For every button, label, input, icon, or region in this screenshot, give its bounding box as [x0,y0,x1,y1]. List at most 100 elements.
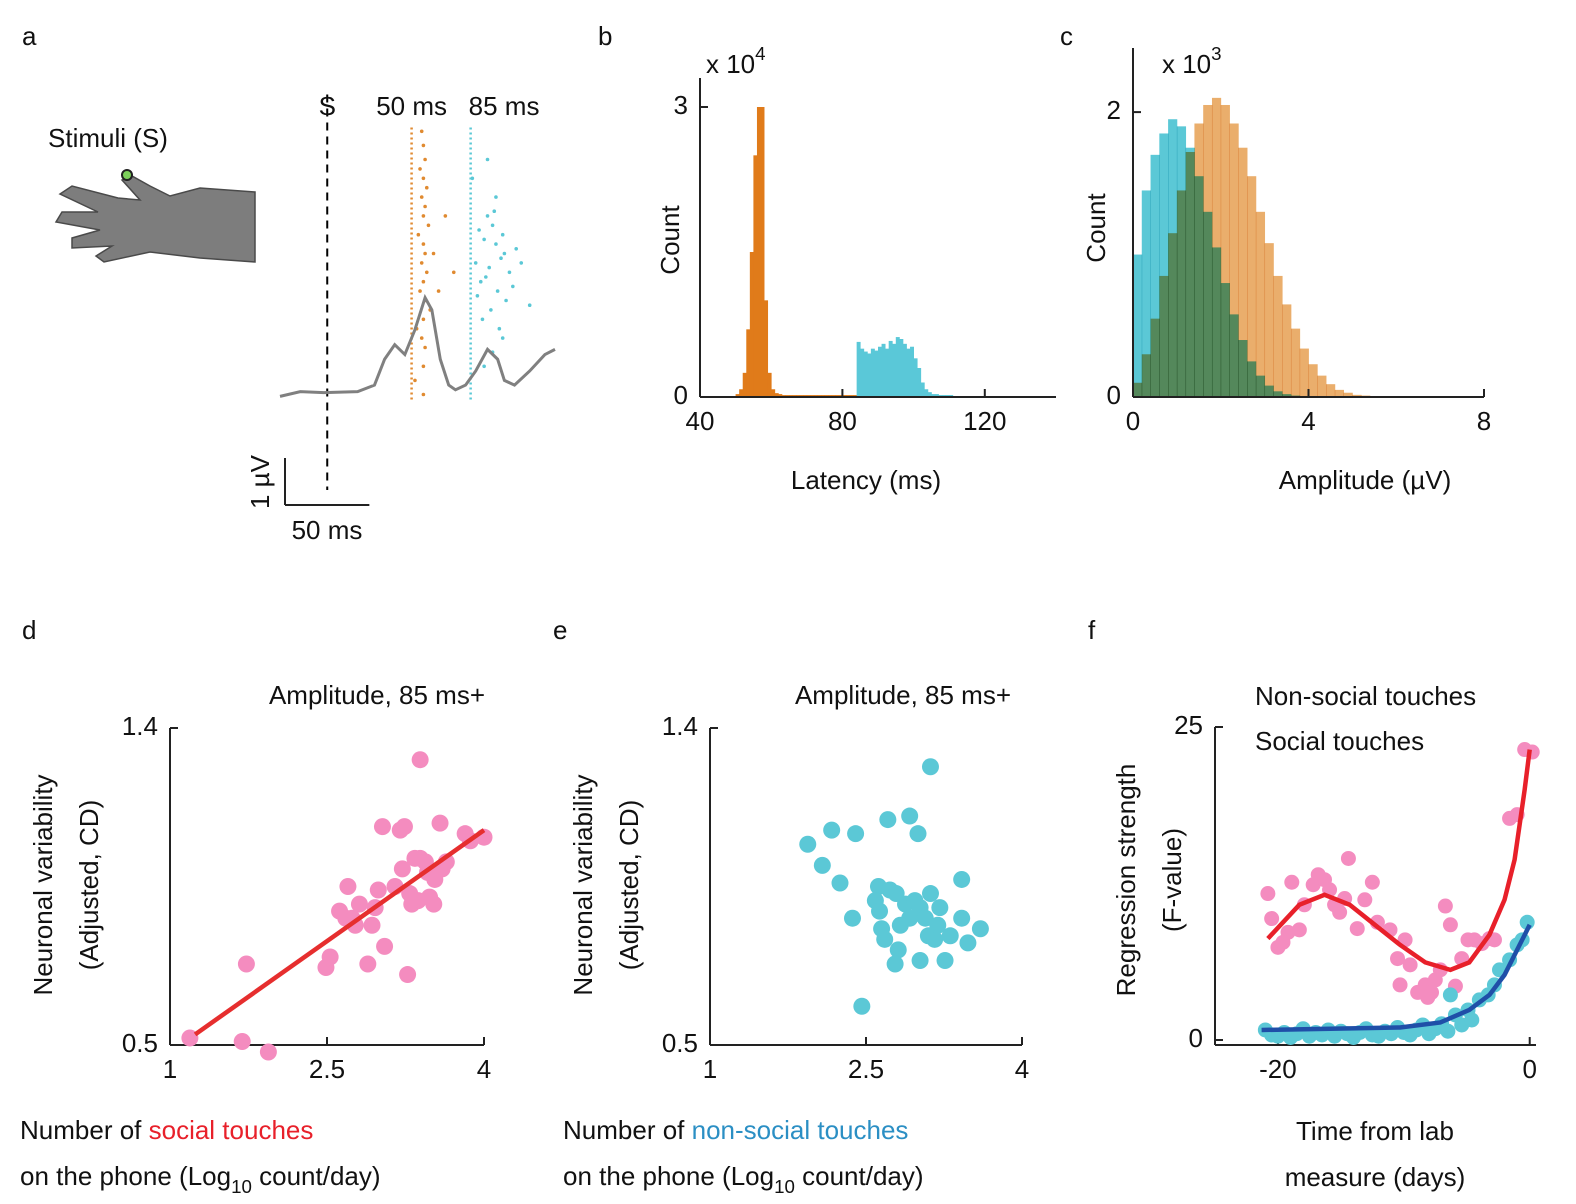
scatter-point [399,966,417,984]
histogram-bar [742,372,747,397]
histogram-bar [1308,364,1318,397]
scatter-point [1291,922,1307,938]
histogram-bar [739,389,744,397]
axis-label: Number of non-social touches [563,1115,908,1145]
scatter-point [363,916,381,934]
raster-dot [426,223,431,228]
scatter-point [1442,987,1458,1003]
panel-letter: e [553,615,567,645]
legend-entry: Non-social touches [1255,681,1476,711]
scatter-point [1260,886,1276,902]
histogram-bar [1290,328,1301,397]
histogram-bar [1133,254,1143,397]
raster-dot [495,289,500,293]
histogram-bar [895,337,900,397]
scatter-point [339,878,357,895]
scatter-point [926,930,944,948]
scatter-point [891,916,909,934]
raster-dot [419,261,424,265]
label-part: Number of [20,1115,149,1145]
raster-dot [500,336,505,340]
scatter-point [901,807,919,825]
x-tick-label: -20 [1259,1054,1297,1084]
scatter-point [1349,921,1365,937]
scatter-point [909,825,927,843]
y-tick-label: 0.5 [662,1028,698,1058]
histogram-bar [906,348,911,397]
scatter-point [1420,989,1436,1005]
histogram-bar [1141,354,1151,397]
histogram-bar [934,394,939,397]
raster-dot [473,261,478,265]
histogram-bar [1133,382,1143,397]
axis-label: on the phone (Log10 count/day) [20,1161,381,1198]
waveform [279,293,556,398]
chart-title: Amplitude, 85 ms+ [269,680,485,710]
axis-label: Number of social touches [20,1115,313,1145]
panel-letter: d [22,615,36,645]
scatter-point [359,955,377,973]
label-part: Number of [563,1115,692,1145]
raster-dot [424,185,429,190]
raster-dot [416,232,421,237]
raster-dot [497,326,502,331]
label-part: 10 [774,1176,795,1197]
axis-label: Count [1081,193,1111,263]
axis-label: Time from lab [1296,1116,1454,1146]
histogram-bar [924,389,929,397]
scatter-point [233,1032,251,1050]
x-tick-label: 2.5 [848,1054,884,1084]
histogram-bar [753,155,758,397]
x-tick-label: 120 [963,406,1006,436]
axis-label: Regression strength [1111,764,1141,997]
histogram-bar [767,372,772,397]
raster-dot [443,214,448,218]
scatter-point [1390,951,1406,967]
histogram-bar [1247,176,1257,397]
y-tick-label: 0 [674,380,688,410]
histogram-bar [878,346,882,397]
scatter-point [889,941,907,959]
scatter-point [237,955,255,973]
raster-dot [502,251,507,256]
marker-label: 85 ms [469,91,540,121]
marker-label: S [319,91,336,121]
histogram-bar [899,339,904,397]
scatter-point [813,856,831,874]
axis-label: Latency (ms) [791,465,941,495]
histogram-bar [870,348,875,397]
label-part: x 10 [706,49,755,79]
y-tick-label: 0 [1189,1023,1203,1053]
histogram-bar [892,343,897,397]
scatter-point [847,825,865,843]
label-part: 4 [755,43,765,64]
y-tick-label: 1.4 [662,711,698,741]
scatter-point [941,927,959,945]
scatter-point [369,881,387,899]
histogram-bar [1176,190,1187,397]
legend-entry: Social touches [1255,726,1424,756]
histogram-bar [1150,154,1160,397]
scatter-point [953,870,971,888]
raster-dot [418,289,422,293]
histogram-bar [902,343,907,397]
scatter-point [843,909,861,927]
x-tick-label: 80 [828,406,857,436]
fit-line [1266,749,1532,973]
x-tick-label: 0 [1522,1054,1536,1084]
label-part: non-social touches [692,1115,909,1145]
histogram-bar [1343,392,1353,397]
histogram-bar [760,107,765,397]
label-part: count/day) [252,1161,381,1191]
raster-dot [419,336,424,340]
y-tick-label: 3 [674,90,688,120]
raster-dot [489,308,493,312]
scatter-point [346,916,364,934]
histogram-bar [1141,190,1151,397]
raster-dot [421,143,426,148]
raster-dot [423,204,427,209]
scalebar-y-label: 1 µV [245,454,275,509]
y-tick-label: 1.4 [122,711,158,741]
histogram-bar [1273,275,1283,397]
scatter-point [1437,898,1453,914]
